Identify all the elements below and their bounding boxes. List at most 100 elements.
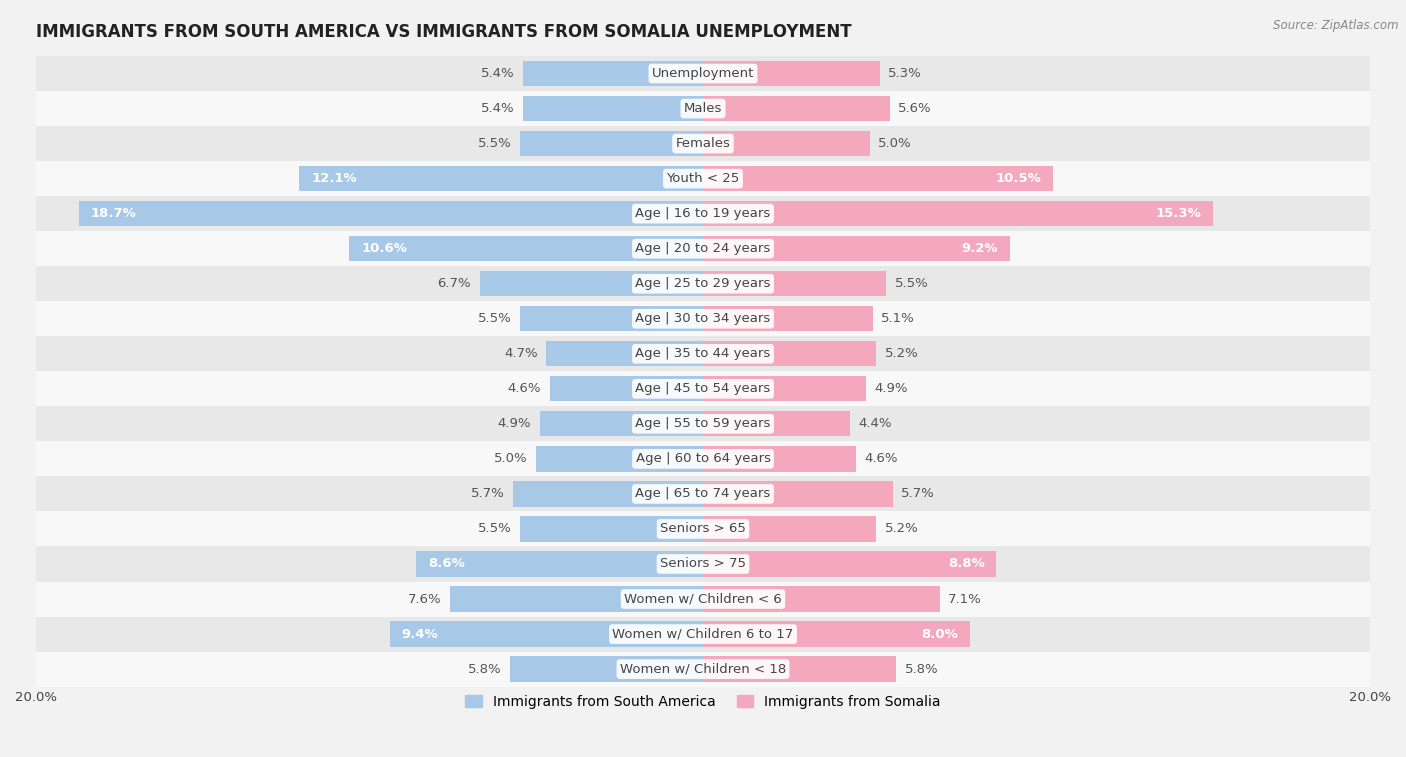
Text: 18.7%: 18.7% [91, 207, 136, 220]
Text: 5.4%: 5.4% [481, 102, 515, 115]
Bar [703, 201, 1213, 226]
Text: 5.7%: 5.7% [471, 488, 505, 500]
Bar [79, 201, 703, 226]
Text: Males: Males [683, 102, 723, 115]
Text: 4.9%: 4.9% [875, 382, 908, 395]
Bar [37, 56, 1369, 91]
Bar [703, 621, 970, 646]
Bar [37, 372, 1369, 407]
Bar [37, 512, 1369, 547]
Bar [37, 547, 1369, 581]
Text: Women w/ Children 6 to 17: Women w/ Children 6 to 17 [613, 628, 793, 640]
Text: Age | 60 to 64 years: Age | 60 to 64 years [636, 453, 770, 466]
Text: 4.7%: 4.7% [505, 347, 538, 360]
Text: 5.4%: 5.4% [481, 67, 515, 80]
Text: Age | 65 to 74 years: Age | 65 to 74 years [636, 488, 770, 500]
Bar [37, 301, 1369, 336]
Text: 7.1%: 7.1% [948, 593, 981, 606]
Bar [389, 621, 703, 646]
Text: Seniors > 75: Seniors > 75 [659, 557, 747, 571]
Bar [513, 481, 703, 506]
Text: Age | 55 to 59 years: Age | 55 to 59 years [636, 417, 770, 431]
Bar [550, 376, 703, 401]
Text: 5.2%: 5.2% [884, 347, 918, 360]
Text: 15.3%: 15.3% [1156, 207, 1202, 220]
Text: 9.2%: 9.2% [962, 242, 998, 255]
Bar [703, 656, 897, 682]
Text: 6.7%: 6.7% [437, 277, 471, 290]
Bar [37, 616, 1369, 652]
Bar [450, 587, 703, 612]
Text: 5.6%: 5.6% [898, 102, 932, 115]
Bar [37, 441, 1369, 476]
Bar [536, 447, 703, 472]
Text: Females: Females [675, 137, 731, 150]
Bar [540, 411, 703, 437]
Text: Age | 30 to 34 years: Age | 30 to 34 years [636, 312, 770, 326]
Bar [703, 481, 893, 506]
Text: 5.3%: 5.3% [889, 67, 922, 80]
Text: 5.0%: 5.0% [879, 137, 911, 150]
Bar [703, 411, 849, 437]
Bar [37, 266, 1369, 301]
Bar [37, 407, 1369, 441]
Text: 12.1%: 12.1% [311, 172, 357, 185]
Bar [416, 551, 703, 577]
Bar [703, 96, 890, 121]
Text: 5.8%: 5.8% [468, 662, 501, 675]
Bar [37, 336, 1369, 372]
Bar [703, 376, 866, 401]
Text: 5.2%: 5.2% [884, 522, 918, 535]
Text: 8.0%: 8.0% [921, 628, 957, 640]
Text: Unemployment: Unemployment [652, 67, 754, 80]
Bar [703, 61, 880, 86]
Bar [479, 271, 703, 296]
Bar [547, 341, 703, 366]
Text: Youth < 25: Youth < 25 [666, 172, 740, 185]
Bar [37, 91, 1369, 126]
Bar [509, 656, 703, 682]
Text: 5.5%: 5.5% [478, 522, 512, 535]
Text: 4.4%: 4.4% [858, 417, 891, 431]
Bar [703, 551, 997, 577]
Text: 5.7%: 5.7% [901, 488, 935, 500]
Text: 4.6%: 4.6% [508, 382, 541, 395]
Bar [520, 131, 703, 156]
Text: 5.5%: 5.5% [478, 137, 512, 150]
Text: 5.5%: 5.5% [894, 277, 928, 290]
Text: Seniors > 65: Seniors > 65 [659, 522, 747, 535]
Bar [703, 447, 856, 472]
Text: 5.8%: 5.8% [905, 662, 938, 675]
Bar [703, 516, 876, 541]
Bar [37, 231, 1369, 266]
Bar [37, 161, 1369, 196]
Bar [703, 131, 870, 156]
Text: IMMIGRANTS FROM SOUTH AMERICA VS IMMIGRANTS FROM SOMALIA UNEMPLOYMENT: IMMIGRANTS FROM SOUTH AMERICA VS IMMIGRA… [37, 23, 852, 41]
Bar [37, 126, 1369, 161]
Text: 10.5%: 10.5% [995, 172, 1042, 185]
Bar [703, 587, 939, 612]
Text: 4.9%: 4.9% [498, 417, 531, 431]
Text: Age | 25 to 29 years: Age | 25 to 29 years [636, 277, 770, 290]
Bar [523, 96, 703, 121]
Text: Women w/ Children < 6: Women w/ Children < 6 [624, 593, 782, 606]
Bar [523, 61, 703, 86]
Bar [703, 341, 876, 366]
Text: 10.6%: 10.6% [361, 242, 408, 255]
Bar [703, 306, 873, 332]
Text: Women w/ Children < 18: Women w/ Children < 18 [620, 662, 786, 675]
Bar [703, 166, 1053, 192]
Bar [350, 236, 703, 261]
Bar [520, 306, 703, 332]
Bar [703, 271, 886, 296]
Text: Age | 45 to 54 years: Age | 45 to 54 years [636, 382, 770, 395]
Text: 5.5%: 5.5% [478, 312, 512, 326]
Text: 9.4%: 9.4% [401, 628, 437, 640]
Text: Source: ZipAtlas.com: Source: ZipAtlas.com [1274, 19, 1399, 32]
Text: Age | 35 to 44 years: Age | 35 to 44 years [636, 347, 770, 360]
Bar [37, 652, 1369, 687]
Text: Age | 16 to 19 years: Age | 16 to 19 years [636, 207, 770, 220]
Bar [520, 516, 703, 541]
Legend: Immigrants from South America, Immigrants from Somalia: Immigrants from South America, Immigrant… [460, 689, 946, 715]
Bar [37, 196, 1369, 231]
